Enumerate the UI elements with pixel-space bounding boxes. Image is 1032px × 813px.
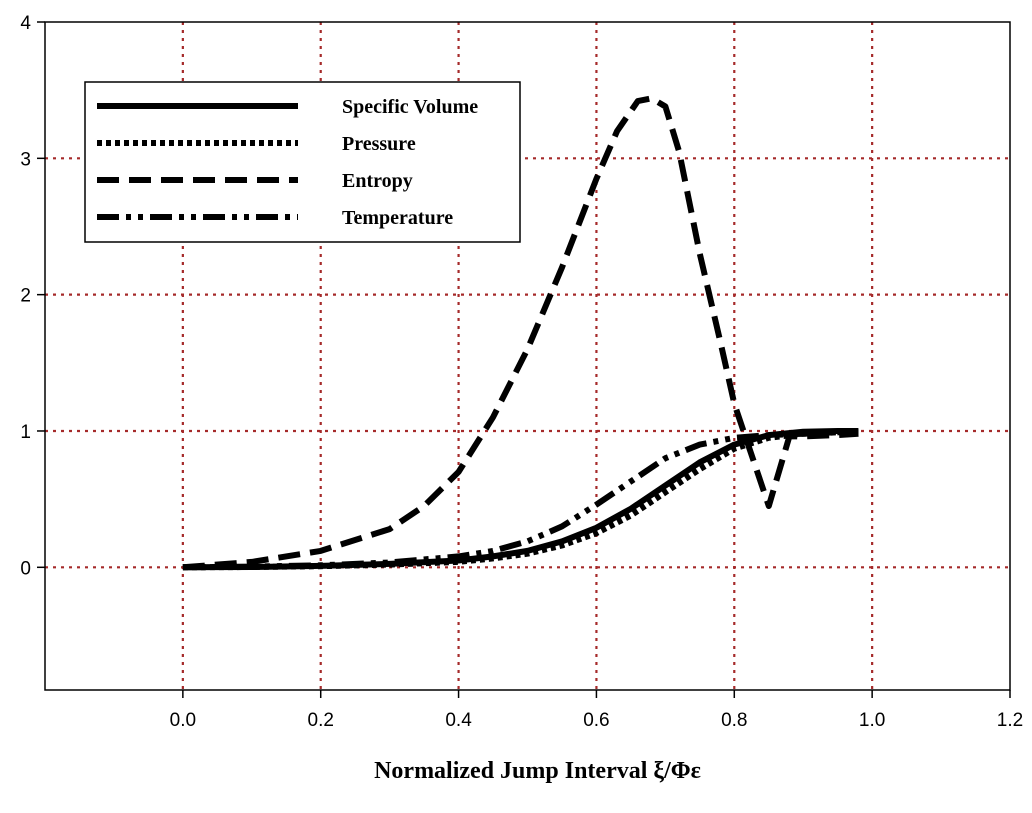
y-tick-label: 3 bbox=[20, 149, 31, 170]
series-line-entropy bbox=[182, 95, 859, 571]
y-axis-ticks: 0 1 2 3 4 bbox=[20, 13, 45, 579]
y-tick-label: 1 bbox=[20, 422, 31, 443]
plot-frame bbox=[44, 21, 1011, 691]
x-tick-label: 0.6 bbox=[583, 710, 609, 731]
legend-label: Pressure bbox=[342, 133, 416, 155]
x-tick-label: 0.0 bbox=[170, 710, 196, 731]
series-line-temperature bbox=[182, 429, 859, 571]
series-group bbox=[182, 95, 859, 571]
x-tick-label: 0.4 bbox=[445, 710, 472, 731]
legend-label: Specific Volume bbox=[342, 96, 478, 118]
x-tick-label: 0.8 bbox=[721, 710, 747, 731]
x-tick-label: 0.2 bbox=[308, 710, 334, 731]
x-tick-label: 1.0 bbox=[859, 710, 885, 731]
series-line-pressure bbox=[182, 429, 859, 571]
x-axis-label: Normalized Jump Interval ξ/Φε bbox=[374, 758, 701, 784]
x-tick-label: 1.2 bbox=[997, 710, 1023, 731]
y-tick-label: 0 bbox=[20, 558, 31, 579]
legend-label: Temperature bbox=[342, 207, 453, 229]
y-tick-label: 2 bbox=[20, 286, 31, 307]
x-axis-ticks: 0.0 0.2 0.4 0.6 0.8 1.0 1.2 bbox=[170, 690, 1023, 731]
legend: Specific Volume Pressure Entropy Temperatur… bbox=[84, 81, 521, 243]
series-line-specific-volume bbox=[182, 428, 859, 571]
y-tick-label: 4 bbox=[20, 13, 31, 34]
legend-label: Entropy bbox=[342, 170, 413, 192]
